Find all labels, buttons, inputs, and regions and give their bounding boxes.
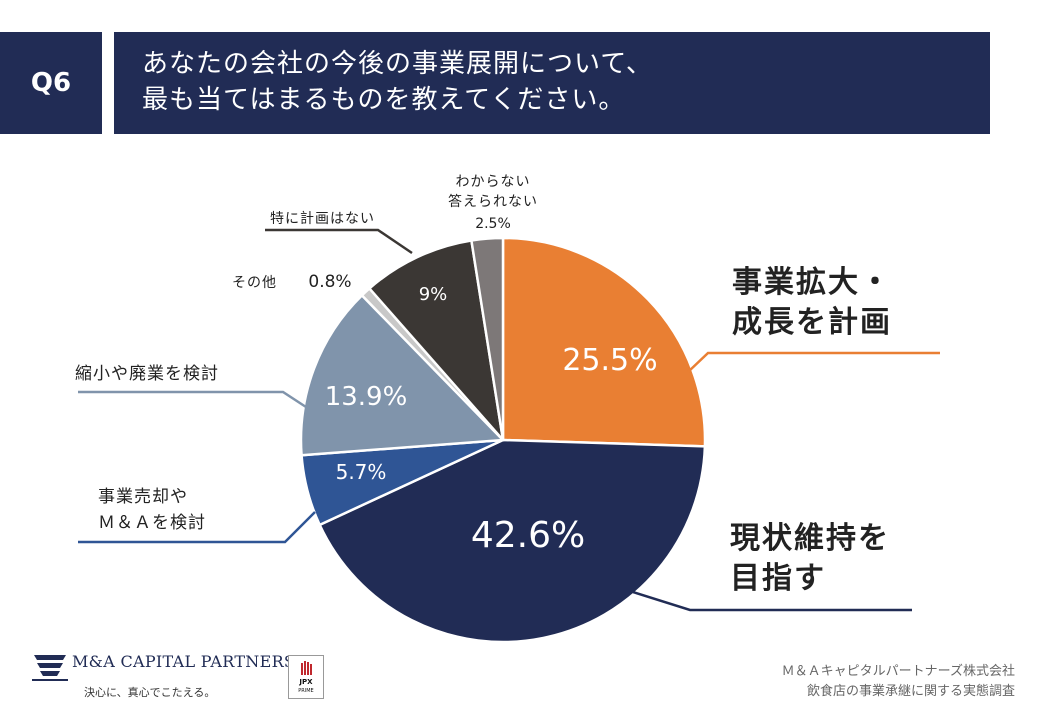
slice-leader-line (78, 390, 307, 409)
slice-value-label: 2.5% (475, 216, 511, 232)
slice-leader-line (78, 511, 316, 544)
slice-value-label: 13.9% (325, 382, 408, 412)
source-note: Ｍ＆Ａキャピタルパートナーズ株式会社 飲食店の事業承継に関する実態調査 (782, 662, 1015, 702)
question-text-line-1: あなたの会社の今後の事業展開について、 (142, 49, 653, 79)
slice-leader-line (265, 228, 413, 255)
jpx-prime-text: PRIME (298, 688, 314, 694)
slice-category-label: その他 (232, 275, 277, 291)
slice-category-label: 特に計画はない (270, 211, 375, 227)
slice-value-label: 0.8% (308, 272, 351, 292)
jpx-logo-icon (301, 661, 312, 675)
company-logo-tagline: 決心に、真心でこたえる。 (84, 686, 216, 699)
pie-slice (368, 239, 505, 442)
slice-category-label: 事業売却やＭ＆Ａを検討 (98, 487, 206, 533)
source-survey: 飲食店の事業承継に関する実態調査 (806, 684, 1015, 699)
slice-category-label: 現状維持を目指す (730, 521, 890, 596)
question-number-badge: Q6 (0, 32, 102, 134)
company-logo-name: M&A CAPITAL PARTNERS (72, 652, 296, 671)
slice-category-label: 事業拡大・成長を計画 (732, 265, 892, 340)
question-banner: あなたの会社の今後の事業展開について、 最も当てはまるものを教えてください。 (114, 32, 990, 134)
question-text-line-2: 最も当てはまるものを教えてください。 (142, 85, 626, 115)
jpx-text: JPX (299, 678, 313, 686)
slice-value-label: 5.7% (336, 460, 387, 484)
slice-value-label: 9% (419, 284, 448, 305)
company-logo-mark-icon (32, 655, 68, 681)
jpx-prime-badge: JPX PRIME (288, 655, 324, 699)
slice-category-label: わからない答えられない (448, 174, 538, 210)
pie-slice (470, 236, 505, 442)
slice-leader-line (632, 590, 912, 612)
question-number: Q6 (30, 68, 72, 98)
company-logo: M&A CAPITAL PARTNERS 決心に、真心でこたえる。 (32, 650, 295, 708)
pie-slice (318, 438, 707, 644)
pie-slice (501, 236, 707, 448)
pie-slice (299, 294, 505, 457)
slice-value-label: 42.6% (471, 515, 585, 556)
slice-category-label: 縮小や廃業を検討 (75, 364, 219, 384)
source-company: Ｍ＆Ａキャピタルパートナーズ株式会社 (781, 664, 1015, 679)
slice-value-label: 25.5% (562, 343, 657, 378)
slice-leader-line (687, 351, 940, 373)
